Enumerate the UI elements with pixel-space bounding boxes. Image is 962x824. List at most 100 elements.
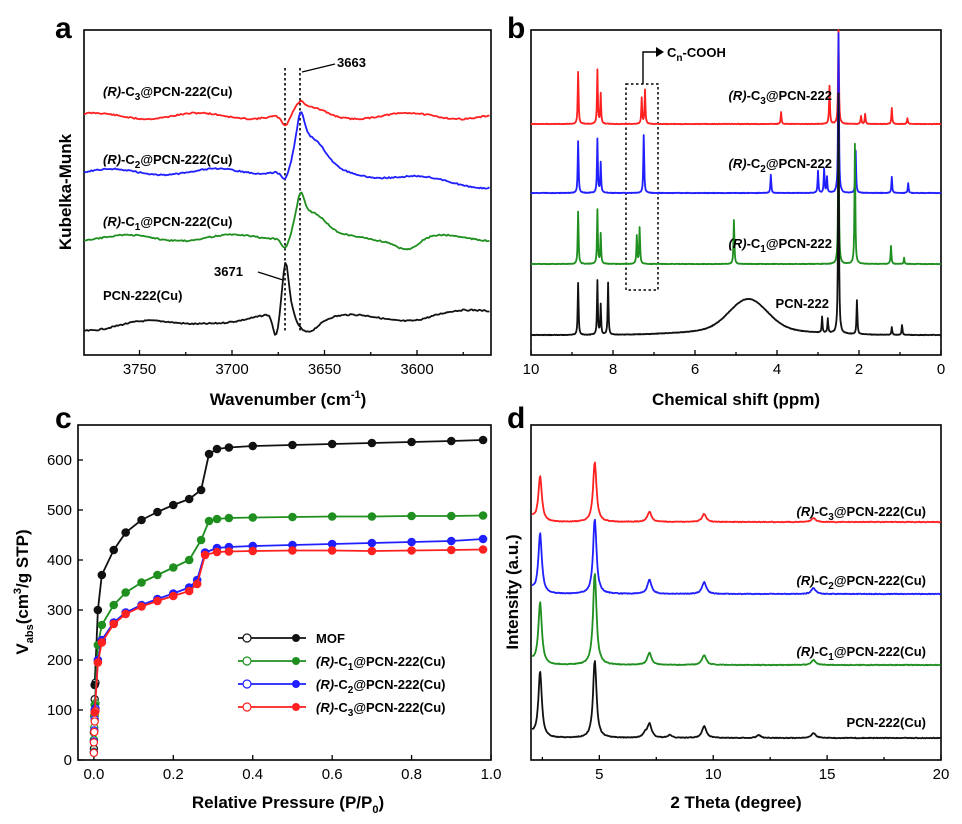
- panel-c-point-3-7: [169, 591, 178, 601]
- panel-d-series-3: [531, 660, 941, 740]
- panel-a-series-2: [83, 191, 490, 251]
- panel-c-point-3-8: [184, 586, 194, 596]
- panel-c-open-point-3-1: [89, 738, 99, 747]
- panel-b-cooh-box: [625, 83, 659, 291]
- panel-c-point-1-17: [407, 511, 416, 521]
- panel-d-series-label-1-pre: (R): [797, 573, 815, 588]
- panel-b-series-label-2-sub: 1: [760, 244, 766, 255]
- panel-d-series-1: [531, 518, 941, 596]
- panel-a-series-label-0-post: @PCN-222(Cu): [140, 84, 232, 99]
- panel-c-y-ticks: 0 100 200 300 400 500 600: [47, 452, 83, 769]
- panel-c-y-tick-label-5: 500: [47, 502, 72, 519]
- panel-b-series-label-1-sub: 2: [760, 164, 766, 175]
- panel-d-series-label-1: (R)-C2@PCN-222(Cu): [797, 573, 926, 592]
- panel-d-series-label-2-main: -C: [815, 644, 829, 659]
- panel-a-frame: [83, 29, 492, 356]
- panel-c-legend-filled-2: [292, 680, 300, 688]
- panel-c-legend-open-0: [242, 633, 252, 643]
- panel-d-x-tick-label-1: 10: [705, 766, 722, 783]
- panel-c-point-0-10: [204, 449, 214, 459]
- panel-c-point-1-18: [446, 511, 456, 521]
- panel-a-series-label-0-sub: 3: [135, 92, 141, 103]
- panel-a-series-label-2-post: @PCN-222(Cu): [140, 214, 232, 229]
- panel-c-point-1-12: [224, 513, 234, 523]
- panel-b-series-2: [530, 113, 942, 266]
- panel-b-x-tick-label-2: 6: [691, 361, 699, 378]
- panel-c-x-ticks: 0.0 0.2 0.4 0.6 0.8 1.0: [83, 755, 501, 783]
- panel-d: d 5 10 15 20 2 Theta (degree) Intensity (a.…: [503, 402, 949, 812]
- panel-a-series-label-0-main: -C: [121, 84, 135, 99]
- panel-b-series-label-3-main: PCN-222: [776, 296, 829, 311]
- panel-a-callout-3663: [301, 63, 336, 73]
- panel-a-callout-3671: [257, 271, 284, 281]
- panel-b-series-label-2: (R)-C1@PCN-222: [729, 236, 832, 255]
- panel-c-y-tick-label-2: 200: [47, 652, 72, 669]
- panel-c-point-2-18: [446, 536, 456, 546]
- panel-c-x-tick-label-4: 0.8: [401, 766, 422, 783]
- panel-c-point-1-3: [109, 600, 119, 610]
- panel-d-series-label-1-post: @PCN-222(Cu): [834, 573, 926, 588]
- panel-c-legend-label-2-main: -C: [334, 677, 348, 692]
- panel-c-point-1-8: [184, 555, 194, 565]
- panel-d-x-ticks: 5 10 15 20: [541, 755, 949, 783]
- panel-c-point-3-9: [192, 579, 202, 589]
- panel-b-x-ticks: 10 8 6 4 2 0: [523, 350, 945, 378]
- panel-c-point-3-17: [407, 546, 416, 555]
- panel-c-point-0-11: [212, 444, 222, 454]
- panel-c-point-3-1: [93, 658, 103, 667]
- panel-c-open-point-3-2: [90, 727, 99, 737]
- panel-b-series-label-2-post: @PCN-222: [766, 236, 832, 251]
- panel-c-point-0-18: [446, 436, 456, 446]
- panel-c-point-1-2: [97, 620, 107, 630]
- panel-c-legend-label-2-sub: 2: [348, 685, 354, 696]
- panel-c-legend-label-1-main: -C: [334, 654, 348, 669]
- panel-c-x-label: Relative Pressure (P/P0): [192, 793, 384, 816]
- panel-d-series-label-2-sub: 1: [828, 652, 834, 663]
- panel-d-series-0: [531, 461, 942, 524]
- panel-b-series-1: [530, 32, 942, 195]
- panel-a-letter: a: [55, 12, 72, 45]
- panel-d-frame: [530, 424, 942, 761]
- panel-c-point-1-16: [367, 512, 377, 521]
- panel-c-y-label: Vabs(cm3/g STP): [12, 529, 36, 654]
- panel-c-point-1-5: [137, 578, 146, 587]
- panel-d-series-label-2-pre: (R): [797, 644, 815, 659]
- panel-c-point-3-3: [109, 619, 119, 629]
- panel-c-legend-label-0: MOF: [316, 631, 345, 646]
- panel-a-series-3: [84, 262, 490, 336]
- panel-c-point-0-2: [97, 570, 107, 580]
- panel-a-series-label-1-main: -C: [121, 152, 135, 167]
- panel-c-point-3-13: [248, 546, 258, 556]
- panel-a-series-label-1-sub: 2: [135, 160, 141, 171]
- panel-c-point-0-6: [153, 507, 162, 517]
- panel-c-point-0-7: [169, 500, 178, 510]
- panel-a-series-label-1-post: @PCN-222(Cu): [140, 152, 232, 167]
- panel-c-legend-label-1-post: @PCN-222(Cu): [353, 654, 445, 669]
- panel-d-y-label: Intensity (a.u.): [503, 534, 522, 649]
- panel-a-series-0: [83, 99, 490, 127]
- panel-b-series-label-1-pre: (R): [729, 156, 747, 171]
- panel-a-series-label-2-main: -C: [121, 214, 135, 229]
- panel-d-series-label-3: PCN-222(Cu): [847, 715, 926, 730]
- panel-c-point-1-19: [478, 511, 488, 520]
- panel-c-point-2-17: [407, 537, 416, 547]
- panel-c-point-0-19: [478, 435, 488, 445]
- panel-b-series-label-0-sub: 3: [760, 96, 766, 107]
- panel-c-legend-label-3-pre: (R): [316, 700, 334, 715]
- panel-c-point-3-18: [446, 545, 456, 555]
- panel-c-y-tick-label-0: 0: [64, 752, 72, 769]
- panel-c-point-1-9: [196, 535, 206, 545]
- panel-c-point-0-8: [184, 494, 194, 504]
- panel-d-series-label-1-main: -C: [815, 573, 829, 588]
- panel-d-series-label-0-pre: (R): [797, 504, 815, 519]
- panel-c-legend-open-3: [242, 702, 252, 712]
- panel-c-legend-open-1: [242, 656, 252, 666]
- panel-c-point-0-5: [137, 515, 146, 525]
- panel-b-x-tick-label-0: 10: [523, 361, 540, 378]
- panel-c-legend-label-3-main: -C: [334, 700, 348, 715]
- panel-c-open-point-3-0: [89, 748, 99, 758]
- panel-c-x-tick-label-0: 0.0: [83, 766, 104, 783]
- panel-d-series-label-3-main: PCN-222(Cu): [847, 715, 926, 730]
- panel-d-series-label-2: (R)-C1@PCN-222(Cu): [797, 644, 926, 663]
- panel-c-y-tick-label-6: 600: [47, 452, 72, 469]
